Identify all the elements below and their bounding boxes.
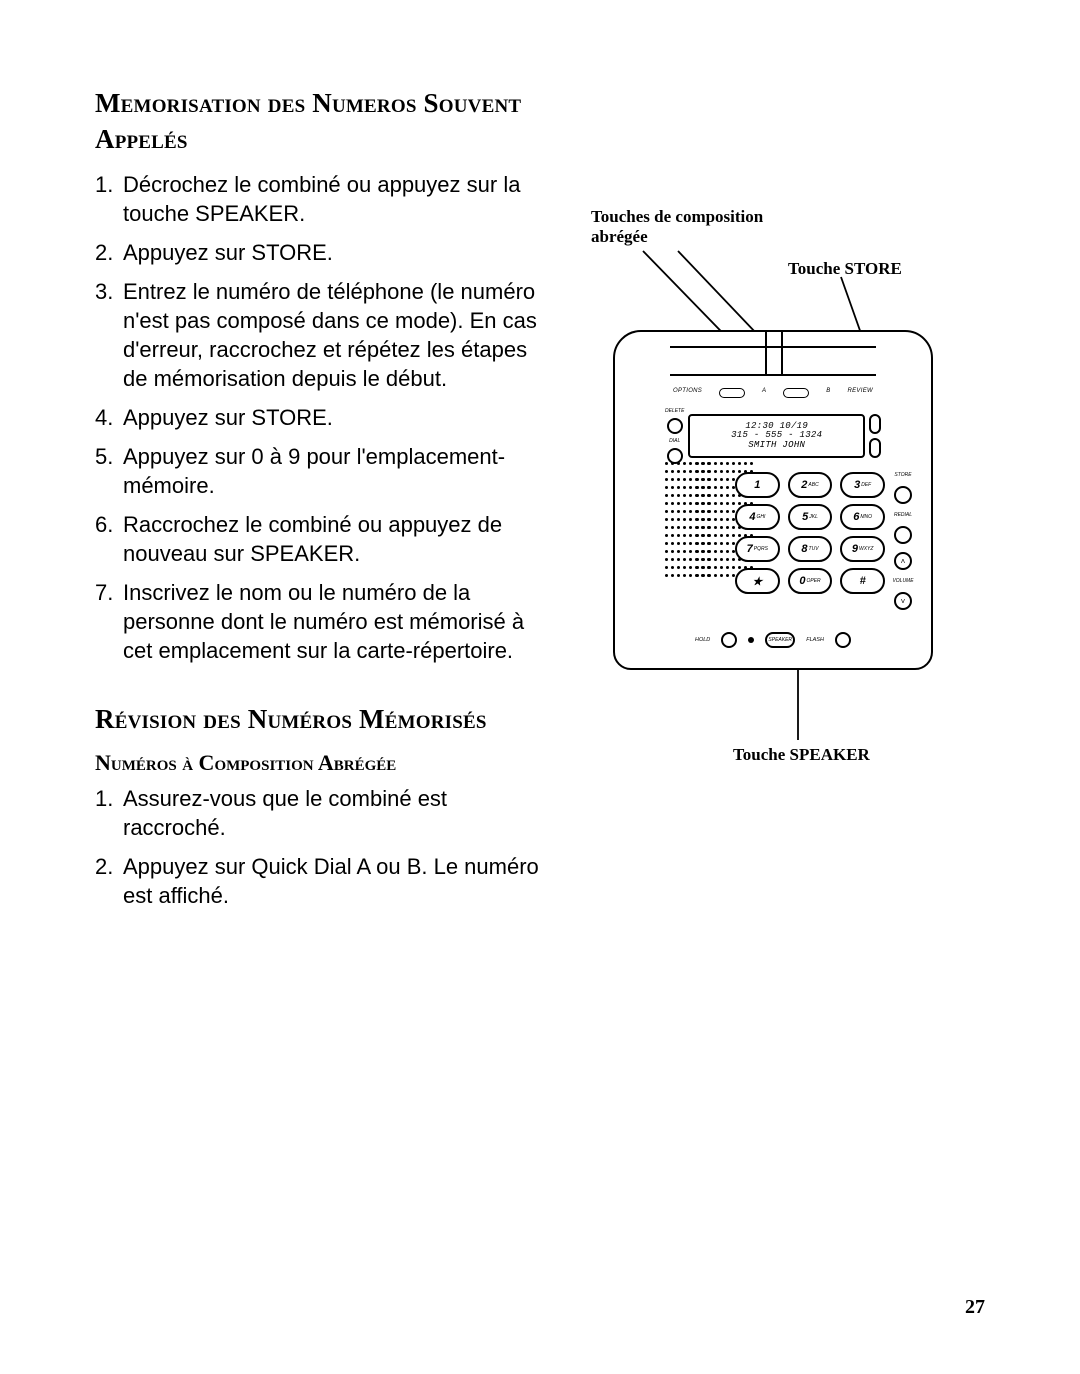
heading-memorisation: Memorisation des Numeros Souvent Appelés xyxy=(95,85,555,158)
scroll-up-button xyxy=(869,414,881,434)
keypad-key: ★ xyxy=(735,568,780,594)
scroll-down-button xyxy=(869,438,881,458)
speaker-button: SPEAKER xyxy=(765,632,795,648)
label-volume: VOLUME xyxy=(892,578,913,584)
page-number: 27 xyxy=(965,1296,985,1319)
label-store: STORE xyxy=(894,472,911,478)
flash-button xyxy=(835,632,851,648)
label-review: REVIEW xyxy=(848,388,873,402)
led-icon xyxy=(748,637,754,643)
keypad-key: 2ABC xyxy=(788,472,833,498)
step-item: Décrochez le combiné ou appuyez sur la t… xyxy=(95,170,555,228)
keypad-key: 6MNO xyxy=(840,504,885,530)
label-options: OPTIONS xyxy=(673,388,702,402)
store-button xyxy=(894,486,912,504)
keypad-key: 4GHI xyxy=(735,504,780,530)
heading-revision: Révision des Numéros Mémorisés xyxy=(95,701,555,737)
step-item: Entrez le numéro de téléphone (le numéro… xyxy=(95,277,555,393)
step-item: Appuyez sur STORE. xyxy=(95,403,555,432)
lcd-line3: SMITH JOHN xyxy=(748,441,805,450)
keypad-key: 5JKL xyxy=(788,504,833,530)
delete-button xyxy=(667,418,683,434)
steps-memorisation: Décrochez le combiné ou appuyez sur la t… xyxy=(95,170,555,665)
label-delete: DELETE xyxy=(665,408,684,414)
keypad: 1 2ABC 3DEF 4GHI 5JKL 6MNO 7PQRS 8TUV 9WXYZ ★ 0OPE… xyxy=(735,472,885,594)
step-item: Raccrochez le combiné ou appuyez de nouv… xyxy=(95,510,555,568)
lcd-screen: 12:30 10/19 315 - 555 - 1324 SMITH JOHN xyxy=(688,414,865,458)
step-item: Inscrivez le nom ou le numéro de la pers… xyxy=(95,578,555,665)
step-item: Appuyez sur STORE. xyxy=(95,238,555,267)
redial-button xyxy=(894,526,912,544)
label-flash: FLASH xyxy=(806,637,824,643)
keypad-key: 8TUV xyxy=(788,536,833,562)
hold-button xyxy=(721,632,737,648)
label-dial: DIAL xyxy=(669,438,680,444)
quickdial-b-button xyxy=(783,388,809,398)
keypad-key: 7PQRS xyxy=(735,536,780,562)
keypad-key: 9WXYZ xyxy=(840,536,885,562)
step-item: Appuyez sur Quick Dial A ou B. Le numéro… xyxy=(95,852,555,910)
label-b: B xyxy=(826,388,830,402)
step-item: Assurez-vous que le combiné est raccroch… xyxy=(95,784,555,842)
volume-down-button: ˅ xyxy=(894,592,912,610)
subheading-compo-abregee: Numéros à Composition Abrégée xyxy=(95,750,555,776)
quickdial-a-button xyxy=(719,388,745,398)
steps-revision: Assurez-vous que le combiné est raccroch… xyxy=(95,784,555,910)
phone-diagram: Touches de composition abrégée Touche ST… xyxy=(583,215,953,775)
keypad-key: # xyxy=(840,568,885,594)
label-redial: REDIAL xyxy=(894,512,912,518)
keypad-key: 0OPER xyxy=(788,568,833,594)
keypad-key: 1 xyxy=(735,472,780,498)
keypad-key: 3DEF xyxy=(840,472,885,498)
volume-up-button: ˄ xyxy=(894,552,912,570)
phone-body: OPTIONS A B REVIEW DELETE DIAL 12: xyxy=(613,330,933,670)
step-item: Appuyez sur 0 à 9 pour l'emplacement-mém… xyxy=(95,442,555,500)
label-a: A xyxy=(762,388,766,402)
label-hold: HOLD xyxy=(695,637,710,643)
